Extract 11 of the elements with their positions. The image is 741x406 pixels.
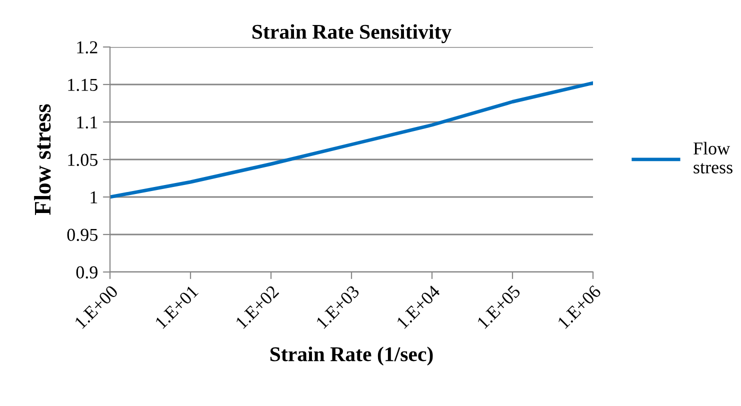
y-tick-label: 1.1	[77, 116, 98, 129]
y-tick-label: 1.05	[68, 154, 98, 166]
y-tick-label: 1.2	[77, 41, 98, 54]
chart-title: Strain Rate Sensitivity	[252, 24, 452, 44]
y-axis-title: Flow stress	[34, 104, 51, 215]
y-tick-label: 0.95	[67, 228, 98, 242]
legend-label: Flow stress	[694, 142, 732, 174]
y-tick-label: 1	[90, 191, 98, 204]
x-axis-title: Strain Rate (1/sec)	[270, 346, 433, 366]
y-tick-label: 1.15	[68, 78, 98, 92]
y-tick-label: 0.9	[76, 266, 98, 279]
